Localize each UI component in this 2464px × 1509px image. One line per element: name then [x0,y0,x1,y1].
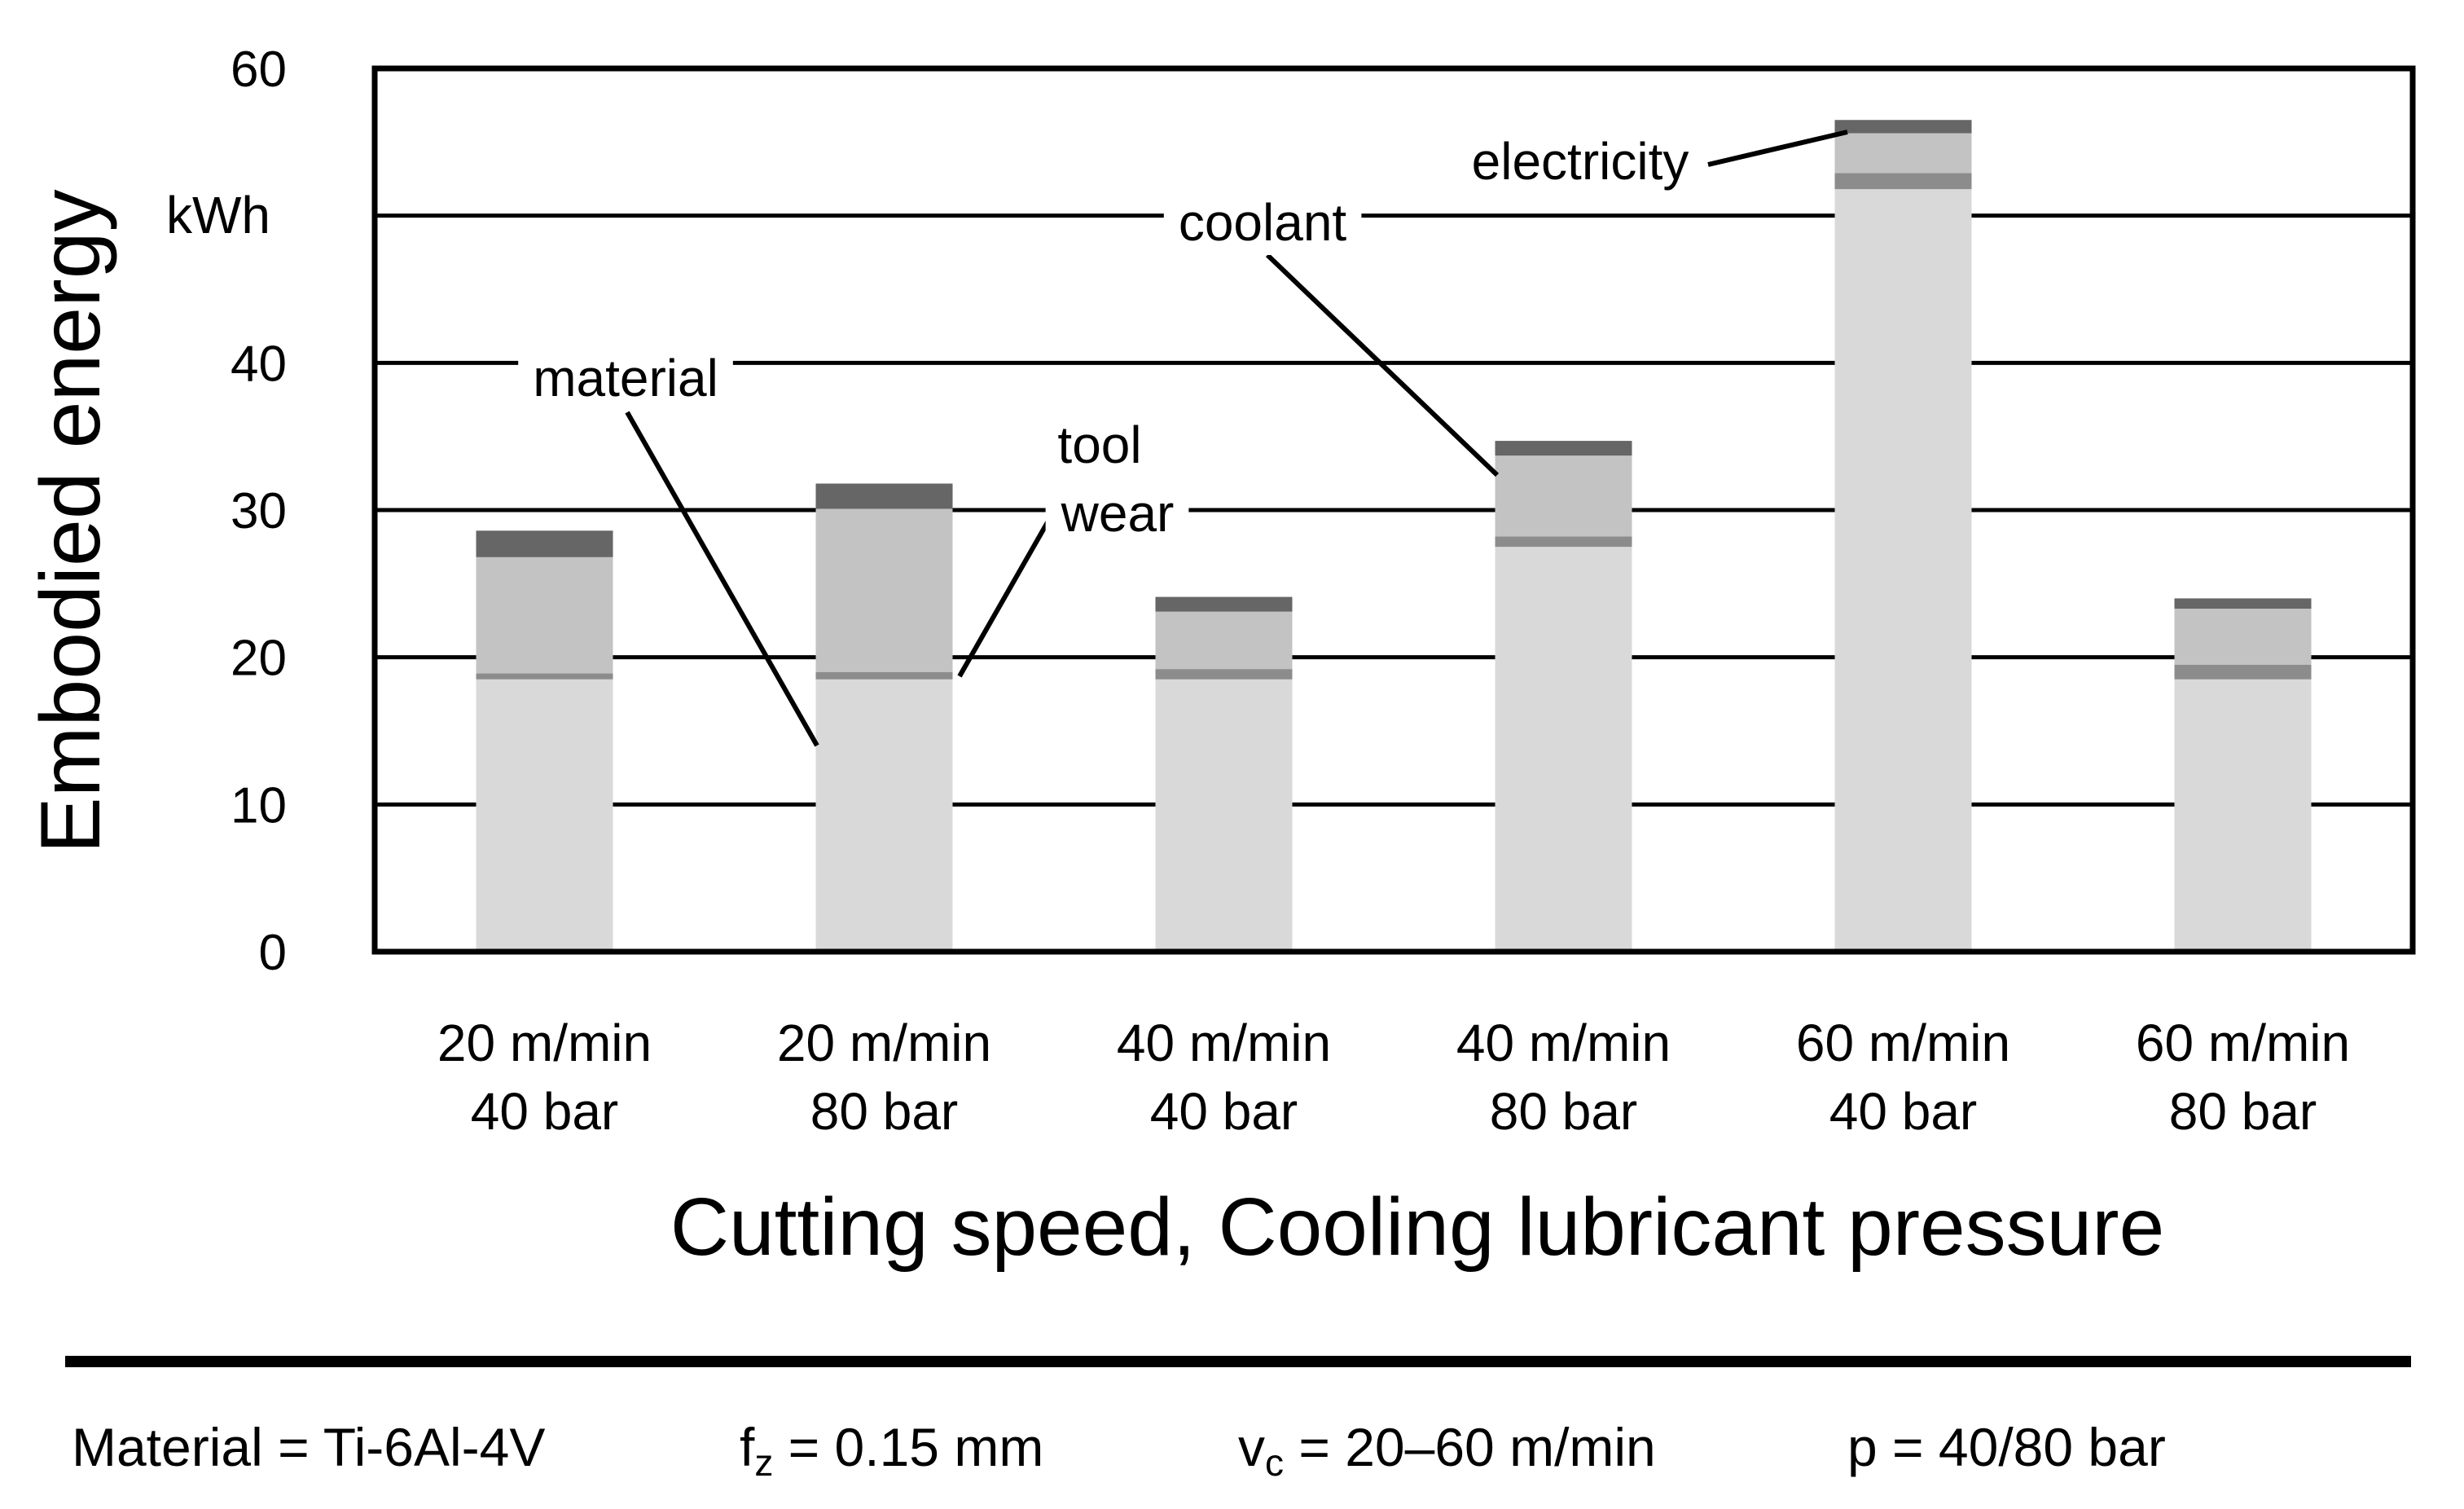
pressure-parameter: p = 40/80 bar [1847,1417,2166,1477]
tool-wear-annotation-line2: wear [1061,484,1175,543]
bar-segment-tool-wear [2174,664,2312,680]
y-tick-label: 60 [231,42,287,98]
cutting-speed-parameter: vc = 20–60 m/min [1238,1417,1656,1484]
x-category-label-pressure: 40 bar [1829,1082,1977,1141]
annotation-background [1043,412,1157,477]
x-category-label-speed: 40 m/min [1456,1014,1671,1072]
bar-segment-tool-wear [476,673,613,680]
x-category-label-speed: 60 m/min [1796,1014,2010,1072]
y-tick-label: 40 [231,336,287,392]
y-tick-label: 30 [231,483,287,539]
bar-segment-material [1834,189,1972,952]
bar-segment-electricity [1834,120,1972,134]
x-category-label-speed: 40 m/min [1117,1014,1331,1072]
material-parameter: Material = Ti-6Al-4V [72,1417,546,1477]
material-leader-line [625,411,819,747]
annotation-leaders [625,130,1848,747]
bar-segment-coolant [1155,611,1293,670]
bar-segment-tool-wear [1834,173,1972,190]
electricity-annotation: electricity [1472,132,1689,191]
x-category-label-pressure: 40 bar [1150,1082,1298,1141]
x-category-label-pressure: 40 bar [471,1082,618,1141]
x-category-label-pressure: 80 bar [810,1082,958,1141]
coolant-annotation: coolant [1179,193,1347,252]
bar-segment-electricity [476,530,613,557]
bar-segment-electricity [1495,441,1632,456]
bar-segment-material [815,679,953,952]
x-axis-categories: 20 m/min 40 bar 20 m/min 80 bar 40 m/min 40 b… [437,1014,2350,1141]
bar-segment-coolant [1495,455,1632,537]
annotation-background [1045,481,1189,546]
bar-segment-tool-wear [1155,669,1293,680]
bar-segment-material [1495,547,1632,952]
bar-segment-material [476,679,613,952]
bar-segment-coolant [1834,133,1972,174]
x-category-label-pressure: 80 bar [2169,1082,2317,1141]
bar-segment-material [1155,679,1293,952]
electricity-leader-line [1707,130,1848,167]
plot-frame [371,65,2416,955]
bar-segment-coolant [815,508,953,672]
bar-segment-electricity [815,483,953,509]
annotation-background [1163,190,1362,255]
bar-segment-electricity [1155,596,1293,612]
y-axis-label: Embodied energy [24,189,118,853]
bar-segment-material [2174,679,2312,952]
y-tick-label: 10 [231,777,287,834]
y-axis-ticks: 0 10 20 30 40 60 [231,42,287,981]
x-category-label-speed: 60 m/min [2136,1014,2350,1072]
bar-segment-coolant [2174,609,2312,665]
x-axis-label: Cutting speed, Cooling lubricant pressur… [670,1181,2164,1273]
x-category-label-speed: 20 m/min [437,1014,652,1072]
tool-wear-leader-line [957,515,1053,678]
material-annotation: material [533,349,718,407]
y-tick-label: 0 [259,925,287,981]
coolant-leader-line [1265,253,1500,477]
bar-segment-coolant [476,557,613,674]
y-tick-label: 20 [231,631,287,687]
annotation-background [1456,129,1704,194]
bar-segment-tool-wear [1495,536,1632,548]
bar-segment-electricity [2174,598,2312,609]
x-category-label-speed: 20 m/min [777,1014,991,1072]
feed-parameter: fz = 0.15 mm [740,1417,1044,1484]
bar-segment-tool-wear [815,671,953,680]
tool-wear-annotation-line1: tool [1057,416,1141,474]
annotation-background [518,345,733,411]
footer-divider [65,1356,2411,1367]
x-category-label-pressure: 80 bar [1490,1082,1637,1141]
y-axis-unit: kWh [166,186,270,244]
bars [476,120,2312,952]
